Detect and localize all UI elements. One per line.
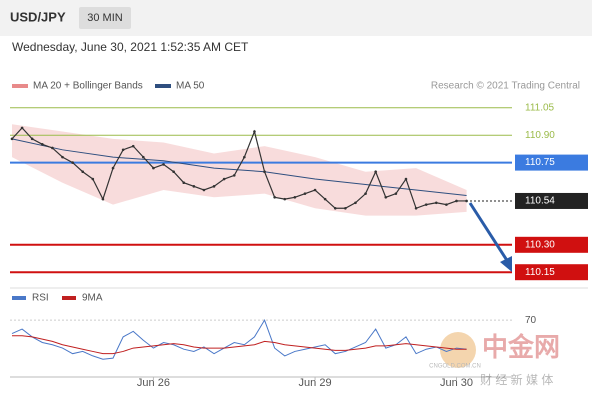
watermark-tagline: 财 经 新 媒 体 bbox=[480, 372, 553, 387]
price-point bbox=[121, 148, 125, 152]
price-point bbox=[445, 203, 448, 206]
legend-swatch bbox=[155, 84, 171, 88]
price-point bbox=[111, 166, 115, 170]
price-point bbox=[20, 126, 24, 130]
price-point bbox=[212, 185, 216, 188]
price-point bbox=[162, 163, 165, 166]
legend-swatch bbox=[12, 296, 26, 300]
legend-label: MA 20 + Bollinger Bands bbox=[33, 81, 143, 92]
price-point bbox=[374, 170, 377, 174]
x-tick-label: Jun 29 bbox=[299, 377, 332, 389]
price-point bbox=[384, 196, 388, 199]
level-label: 110.15 bbox=[525, 267, 555, 278]
interval-button[interactable] bbox=[79, 7, 131, 29]
level-box bbox=[515, 236, 588, 253]
price-point bbox=[152, 166, 155, 170]
level-label: 110.75 bbox=[525, 157, 555, 168]
price-point bbox=[303, 192, 307, 195]
price-point bbox=[142, 155, 145, 159]
price-point bbox=[101, 197, 105, 201]
level-box bbox=[515, 154, 588, 171]
rsi-line bbox=[12, 335, 467, 355]
price-point bbox=[273, 196, 276, 199]
rsi-line bbox=[11, 319, 467, 360]
symbol: USD/JPY bbox=[10, 9, 66, 24]
price-point bbox=[414, 206, 418, 210]
legend-label: MA 50 bbox=[176, 81, 205, 92]
price-point bbox=[131, 144, 135, 148]
ma50-line bbox=[11, 138, 467, 196]
price-point bbox=[81, 170, 85, 174]
price-point bbox=[61, 155, 64, 159]
level-box bbox=[515, 264, 588, 281]
rsi-tick-label: 70 bbox=[525, 315, 537, 326]
watermark-brand: 中金网 bbox=[482, 332, 560, 362]
x-tick-label: Jun 26 bbox=[137, 377, 170, 389]
level-label: 110.90 bbox=[525, 130, 555, 141]
price-line bbox=[11, 126, 467, 210]
price-point bbox=[293, 196, 297, 199]
price-point bbox=[394, 192, 398, 195]
price-point bbox=[344, 206, 347, 210]
legend-swatch bbox=[62, 296, 76, 300]
price-point bbox=[71, 161, 74, 164]
price-point bbox=[222, 177, 226, 181]
price-point bbox=[192, 185, 196, 188]
level-label: 110.30 bbox=[525, 239, 555, 250]
forecast-arrowhead bbox=[500, 256, 512, 272]
level-label: 110.54 bbox=[525, 196, 555, 207]
price-point bbox=[424, 203, 428, 206]
level-label: 111.05 bbox=[525, 102, 555, 113]
interval[interactable]: 30 MIN bbox=[87, 12, 123, 24]
price-point bbox=[333, 206, 337, 210]
price-point bbox=[172, 170, 175, 174]
price-point bbox=[253, 130, 256, 133]
price-point bbox=[10, 137, 14, 141]
price-point bbox=[465, 199, 468, 203]
price-point bbox=[232, 174, 236, 177]
price-point bbox=[51, 146, 54, 150]
price-point bbox=[455, 199, 458, 203]
watermark-site: CNGOLD.COM.CN bbox=[429, 364, 481, 370]
price-point bbox=[313, 188, 317, 192]
price-point bbox=[434, 201, 438, 205]
price-point bbox=[41, 143, 44, 146]
price-point bbox=[364, 192, 367, 195]
watermark: 中金网 CNGOLD.COM.CN 财 经 新 媒 体 bbox=[429, 332, 560, 387]
price-point bbox=[202, 188, 206, 192]
price-point bbox=[354, 201, 357, 205]
price-point bbox=[323, 197, 327, 201]
credit: Research © 2021 Trading Central bbox=[431, 81, 580, 92]
legend-swatch bbox=[12, 84, 28, 88]
price-point bbox=[243, 155, 246, 159]
level-box bbox=[515, 192, 588, 209]
legend-label: 9MA bbox=[82, 293, 103, 304]
legend-label: RSI bbox=[32, 293, 49, 304]
forecast-arrow bbox=[468, 202, 510, 263]
x-tick-label: Jun 30 bbox=[440, 377, 473, 389]
datetime: Wednesday, June 30, 2021 1:52:35 AM CET bbox=[12, 40, 249, 54]
price-point bbox=[404, 177, 408, 181]
price-point bbox=[283, 197, 287, 201]
price-point bbox=[263, 170, 266, 174]
price-point bbox=[30, 137, 34, 141]
watermark-logo bbox=[440, 332, 476, 368]
price-point bbox=[182, 181, 186, 184]
price-point bbox=[91, 177, 95, 181]
